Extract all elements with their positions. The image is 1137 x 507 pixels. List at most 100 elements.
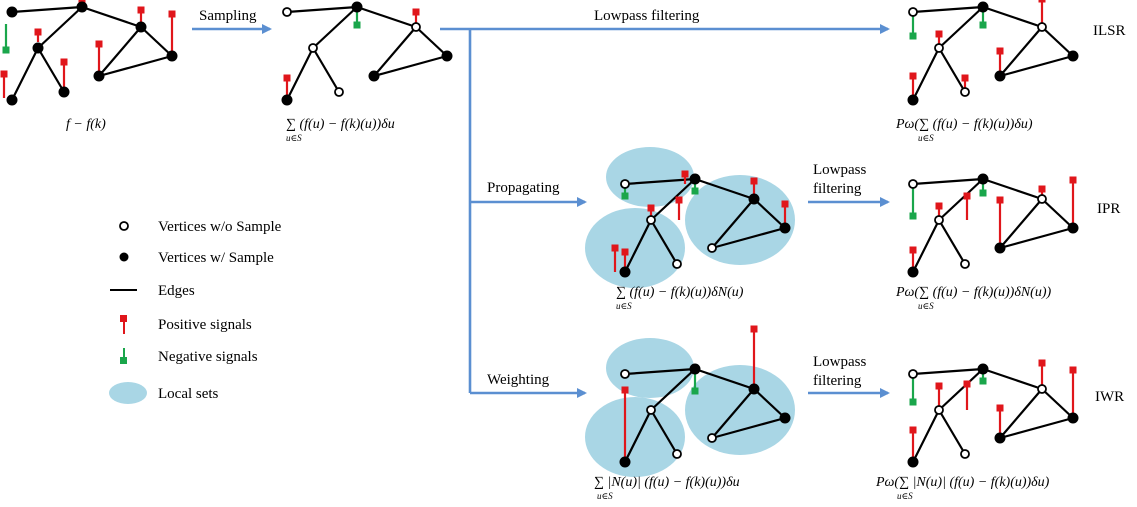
- vertex-sampled: [58, 86, 70, 98]
- vertex-sampled: [6, 94, 18, 106]
- positive-signal-cap: [961, 74, 969, 82]
- legend-label: Edges: [158, 283, 195, 299]
- graph-edge: [624, 409, 652, 463]
- formula-propagated-sum: ∑ (f(u) − f(k)(u))δN(u): [616, 285, 744, 300]
- negative-signal-cap: [120, 357, 127, 364]
- positive-signal-cap: [1069, 366, 1077, 374]
- graph-edge: [312, 47, 340, 93]
- weighting-label: Weighting: [487, 372, 550, 388]
- vertex-unsampled: [672, 449, 682, 459]
- vertex-sampled: [689, 173, 701, 185]
- graph: [611, 170, 791, 278]
- negative-signal-cap: [909, 32, 917, 40]
- propagating-label: Propagating: [487, 180, 560, 196]
- lowpass-label-iwr-line2: filtering: [813, 373, 862, 389]
- positive-signal-cap: [60, 58, 68, 66]
- positive-signal-cap: [963, 192, 971, 200]
- vertex-unsampled: [308, 43, 318, 53]
- negative-signal-cap: [909, 212, 917, 220]
- formula-residual: f − f(k): [66, 117, 106, 132]
- legend-item: Local sets: [109, 382, 219, 404]
- lowpass-filtering-label: Lowpass filtering: [594, 8, 700, 24]
- vertex-sampled: [689, 363, 701, 375]
- legend-item: Vertices w/ Sample: [119, 250, 274, 266]
- positive-signal-cap: [412, 8, 420, 16]
- graph-edge: [650, 219, 678, 265]
- graph-edge: [624, 177, 696, 186]
- formula-weighted-sum: ∑ |N(u)| (f(u) − f(k)(u))δu: [594, 475, 740, 490]
- vertex-sampled: [748, 383, 760, 395]
- graph-edge: [650, 409, 678, 455]
- graph-edge: [650, 368, 696, 411]
- legend-item: Edges: [110, 283, 195, 299]
- graph-edge: [37, 47, 65, 93]
- negative-signal-cap: [979, 21, 987, 29]
- graph-edge: [81, 5, 142, 29]
- vertex-sampled: [32, 42, 44, 54]
- vertex-unsampled: [960, 259, 970, 269]
- graph-edge: [11, 47, 39, 101]
- formula-ipr: Pω(∑ (f(u) − f(k)(u))δN(u)): [895, 285, 1051, 300]
- positive-signal-cap: [621, 386, 629, 394]
- positive-signal-cap: [1038, 359, 1046, 367]
- sampling-label: Sampling: [199, 8, 257, 24]
- formula-sampled-sum: ∑ (f(u) − f(k)(u))δu: [286, 117, 395, 132]
- vertex-sampled: [619, 266, 631, 278]
- legend-label: Positive signals: [158, 317, 252, 333]
- graph-edge: [938, 178, 984, 221]
- graph-edge: [938, 47, 966, 93]
- vertex-sampled: [619, 456, 631, 468]
- negative-signal-cap: [2, 46, 10, 54]
- graph-edge: [356, 5, 417, 29]
- vertex-sampled: [977, 173, 989, 185]
- local-set-ellipse: [606, 338, 694, 398]
- positive-signal-cap: [963, 380, 971, 388]
- positive-signal-cap: [909, 72, 917, 80]
- formula-propagated-sum-sub: u∈S: [616, 301, 632, 311]
- positive-signal-cap: [996, 404, 1004, 412]
- graph-edge: [999, 54, 1074, 78]
- negative-signal-cap: [909, 398, 917, 406]
- negative-signal-cap: [353, 21, 361, 29]
- graph-edge: [912, 177, 984, 186]
- local-set-ellipse: [685, 365, 795, 455]
- formula-ipr-sub: u∈S: [918, 301, 934, 311]
- formula-iwr-sub: u∈S: [897, 491, 913, 501]
- vertex-sampled: [779, 222, 791, 234]
- vertex-unsampled: [646, 405, 656, 415]
- vertex-unsampled: [620, 179, 630, 189]
- graph-edge: [753, 388, 786, 419]
- graph-edge: [650, 178, 696, 221]
- graph-edge: [98, 54, 173, 78]
- vertex-sampled: [1067, 412, 1079, 424]
- graph-edge: [711, 198, 755, 249]
- graph-edge: [711, 226, 786, 250]
- positive-signal-cap: [168, 10, 176, 18]
- vertex-unsampled: [707, 433, 717, 443]
- vertex-unsampled: [334, 87, 344, 97]
- vertex-unsampled: [707, 243, 717, 253]
- vertex-sampled: [907, 94, 919, 106]
- formula-sampled-sum-sub: u∈S: [286, 133, 302, 143]
- vertex-unsampled: [934, 215, 944, 225]
- graph-edge: [912, 219, 940, 273]
- vertex-unsampled: [282, 7, 292, 17]
- graph-edge: [938, 409, 966, 455]
- local-set-ellipse: [585, 208, 685, 288]
- lowpass-label-ipr-line1: Lowpass: [813, 162, 866, 178]
- graph-edge: [999, 198, 1043, 249]
- vertex-sampled: [994, 242, 1006, 254]
- graph: [907, 359, 1079, 468]
- local-set-ellipse: [606, 147, 694, 207]
- graph-edge: [286, 5, 358, 14]
- vertex-sampled: [76, 1, 88, 13]
- vertex-sampled: [135, 21, 147, 33]
- vertex-sampled: [977, 363, 989, 375]
- positive-signal-cap: [781, 200, 789, 208]
- legend-label: Local sets: [158, 386, 219, 402]
- graph-edge: [1041, 388, 1074, 419]
- graph-edge: [999, 226, 1074, 250]
- positive-signal-cap: [283, 74, 291, 82]
- graph-edge: [912, 367, 984, 376]
